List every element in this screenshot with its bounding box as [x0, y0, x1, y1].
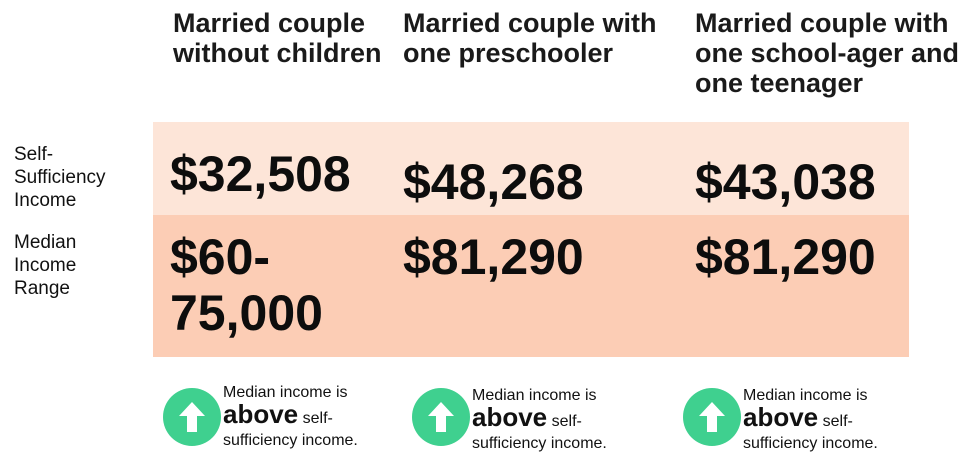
cell-value: $32,508: [170, 146, 351, 202]
note-rest: self-sufficiency income.: [223, 410, 358, 449]
up-arrow-icon: [412, 388, 470, 446]
note: Median income is above self-sufficiency i…: [743, 386, 913, 455]
note: Median income is above self-sufficiency i…: [223, 383, 393, 452]
arrow: [428, 402, 454, 432]
note-emphasis: above: [472, 402, 548, 432]
note: Median income is above self-sufficiency i…: [472, 386, 642, 455]
note-body: above self-sufficiency income.: [743, 404, 913, 455]
note-intro: Median income is: [472, 387, 597, 404]
cell-value: $48,268: [403, 154, 584, 210]
cell-value: $60-75,000: [170, 229, 323, 341]
cell-value: $43,038: [695, 154, 876, 210]
column-header: Married couple with one school-ager and …: [695, 8, 960, 98]
note-emphasis: above: [223, 399, 299, 429]
note-body: above self-sufficiency income.: [472, 404, 642, 455]
note-rest: self-sufficiency income.: [472, 413, 607, 452]
arrow: [699, 402, 725, 432]
column-header: Married couple with one preschooler: [403, 8, 657, 68]
cell-value: $81,290: [403, 229, 584, 285]
note-emphasis: above: [743, 402, 819, 432]
up-arrow-icon: [683, 388, 741, 446]
row-band: [153, 122, 909, 215]
row-band: [153, 215, 909, 357]
note-intro: Median income is: [223, 384, 348, 401]
arrow: [179, 402, 205, 432]
note-intro: Median income is: [743, 387, 868, 404]
row-label: Median Income Range: [14, 232, 77, 299]
column-header: Married couple without children: [173, 8, 382, 68]
cell-value: $81,290: [695, 229, 876, 285]
note-body: above self-sufficiency income.: [223, 401, 393, 452]
note-rest: self-sufficiency income.: [743, 413, 878, 452]
row-label: Self-Sufficiency Income: [14, 144, 106, 211]
up-arrow-icon: [163, 388, 221, 446]
